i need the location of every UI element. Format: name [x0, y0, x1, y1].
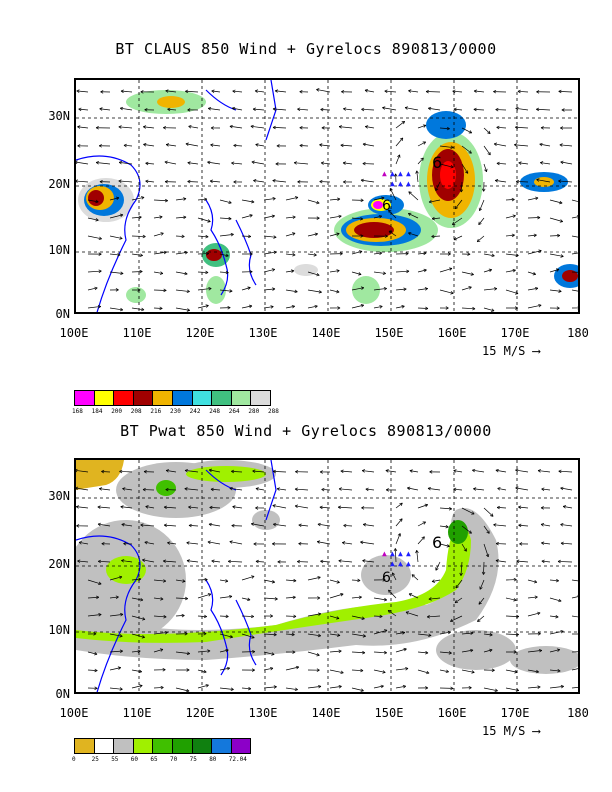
lon-label: 160E: [437, 326, 467, 340]
gyre-marker-6: ▲: [398, 559, 403, 568]
wind-vectors: [76, 468, 578, 692]
lon-label: 100E: [59, 706, 89, 720]
gyre-marker-5: ▲: [390, 559, 395, 568]
colorbar-swatch: [192, 739, 213, 753]
gyre-markers: ▲ ▲ ▲ ▲ ▲ ▲ ▲ 6 6: [382, 533, 442, 586]
colorbar-label: 75: [189, 756, 197, 763]
lat-label: 30N: [48, 489, 70, 503]
colorbar-label: 288: [268, 408, 279, 415]
colorbar-label: 70: [170, 756, 178, 763]
storm-symbol-2: 6: [382, 198, 391, 214]
lon-label: 120E: [185, 706, 215, 720]
panel1-colorbar: [74, 390, 271, 406]
lon-label: 170E: [500, 326, 530, 340]
lon-label: 170E: [500, 706, 530, 720]
lon-label: 110E: [122, 326, 152, 340]
lon-label: 130E: [248, 706, 278, 720]
lat-label: 0N: [55, 687, 70, 701]
lon-label: 100E: [59, 326, 89, 340]
colorbar-swatch: [212, 739, 232, 753]
lon-label: 180: [567, 706, 589, 720]
colorbar-swatch: [192, 391, 213, 405]
lon-label: 150E: [374, 706, 404, 720]
panel2-map: ▲ ▲ ▲ ▲ ▲ ▲ ▲ 6 6: [74, 458, 580, 694]
colorbar-label: 242: [189, 408, 201, 415]
lon-label: 140E: [311, 706, 341, 720]
colorbar-swatch: [114, 391, 134, 405]
lon-label: 180: [567, 326, 589, 340]
colorbar-label: 55: [111, 756, 119, 763]
colorbar-swatch: [114, 739, 134, 753]
colorbar-label: 72.04: [228, 756, 247, 763]
colorbar-swatch: [94, 739, 115, 753]
panel1-map: ▲ ▲ ▲ ▲ ▲ ▲ ▲ 6 6: [74, 78, 580, 314]
gridlines: [76, 460, 578, 692]
colorbar-label: 216: [150, 408, 162, 415]
lon-label: 130E: [248, 326, 278, 340]
colorbar-label: 264: [228, 408, 240, 415]
colorbar-swatch: [153, 739, 173, 753]
colorbar-label: 280: [248, 408, 260, 415]
colorbar-swatch: [133, 739, 154, 753]
lon-label: 150E: [374, 326, 404, 340]
colorbar-label: 0: [72, 756, 76, 763]
colorbar-label: 168: [72, 408, 83, 415]
colorbar-swatch: [153, 391, 173, 405]
gyre-marker-4: ▲: [406, 169, 411, 178]
wind-reference: 15 M/S ⟶: [482, 724, 540, 738]
gyre-marker-2: ▲: [390, 169, 395, 178]
claus-cloud-shading: [78, 90, 578, 304]
gyre-marker-7: ▲: [406, 179, 411, 188]
lon-label: 140E: [311, 326, 341, 340]
colorbar-label: 208: [130, 408, 142, 415]
lat-label: 30N: [48, 109, 70, 123]
colorbar-swatch: [75, 739, 95, 753]
storm-symbol-2: 6: [382, 570, 391, 586]
colorbar-swatch: [212, 391, 232, 405]
lat-label: 10N: [48, 623, 70, 637]
colorbar-swatch: [251, 391, 270, 405]
gyre-marker-3: ▲: [398, 549, 403, 558]
colorbar-label: 184: [91, 408, 103, 415]
lat-label: 0N: [55, 307, 70, 321]
colorbar-swatch: [133, 391, 154, 405]
colorbar-swatch: [75, 391, 95, 405]
lon-label: 110E: [122, 706, 152, 720]
wind-vectors: [76, 88, 578, 312]
lat-label: 10N: [48, 243, 70, 257]
lat-label: 20N: [48, 557, 70, 571]
storm-symbol-1: 6: [432, 533, 442, 552]
gyre-marker-2: ▲: [390, 549, 395, 558]
colorbar-swatch: [172, 739, 193, 753]
storm-symbol-1: 6: [432, 153, 442, 172]
gyre-marker-4: ▲: [406, 549, 411, 558]
panel2-colorbar: [74, 738, 252, 754]
colorbar-swatch: [231, 391, 252, 405]
colorbar-label: 248: [209, 408, 221, 415]
colorbar-swatch: [231, 739, 251, 753]
colorbar-label: 25: [91, 756, 99, 763]
gyre-marker-1: ▲: [382, 169, 387, 178]
panel2-title: BT Pwat 850 Wind + Gyrelocs 890813/0000: [120, 422, 492, 440]
colorbar-label: 60: [130, 756, 139, 763]
lat-label: 20N: [48, 177, 70, 191]
gyre-marker-6: ▲: [398, 179, 403, 188]
colorbar-swatch: [94, 391, 115, 405]
colorbar-label: 230: [170, 408, 181, 415]
gyre-marker-1: ▲: [382, 549, 387, 558]
gridlines: [76, 80, 578, 312]
gyre-marker-7: ▲: [406, 559, 411, 568]
lon-label: 160E: [437, 706, 467, 720]
panel1-title: BT CLAUS 850 Wind + Gyrelocs 890813/0000: [115, 40, 497, 58]
colorbar-label: 65: [150, 756, 158, 763]
gyre-marker-5: ▲: [390, 179, 395, 188]
wind-reference: 15 M/S ⟶: [482, 344, 540, 358]
gyre-markers: ▲ ▲ ▲ ▲ ▲ ▲ ▲ 6 6: [382, 153, 442, 214]
colorbar-label: 200: [111, 408, 123, 415]
lon-label: 120E: [185, 326, 215, 340]
gyre-marker-3: ▲: [398, 169, 403, 178]
colorbar-label: 80: [209, 756, 217, 763]
colorbar-swatch: [172, 391, 193, 405]
